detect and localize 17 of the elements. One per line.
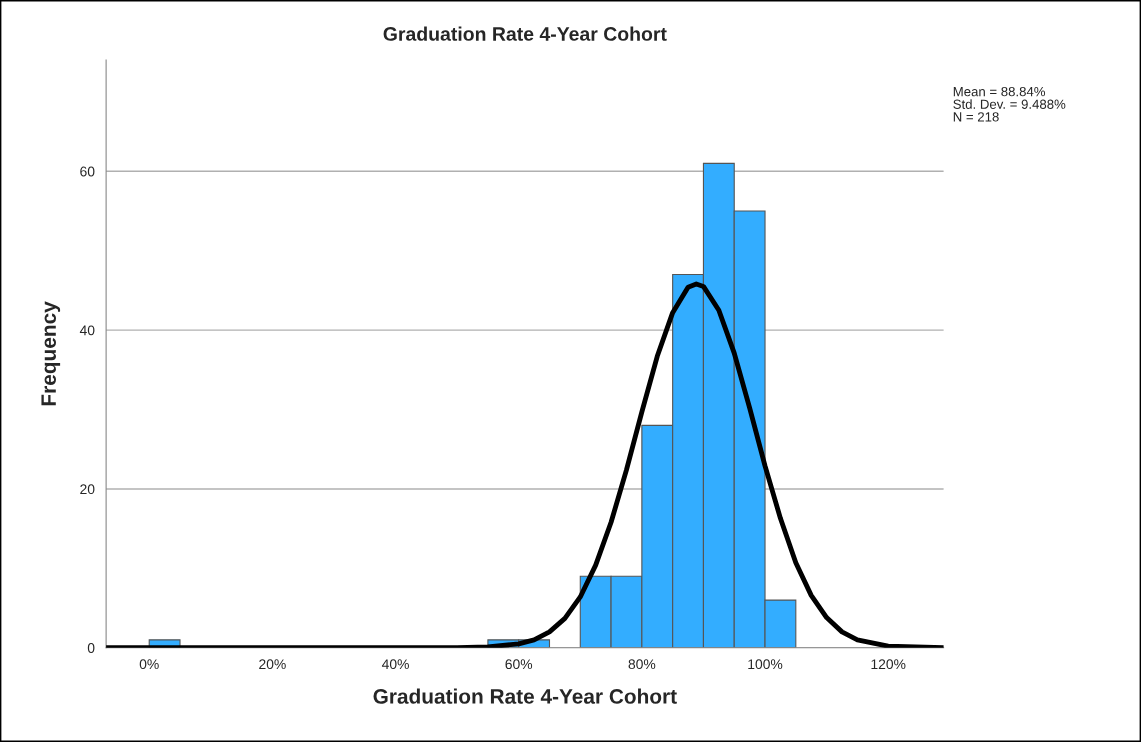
- x-axis-title: Graduation Rate 4-Year Cohort: [373, 688, 677, 704]
- text: Std. Dev. = 9.488%: [953, 99, 1066, 109]
- x-tick-label: 20%: [259, 659, 286, 670]
- x-tick-label: 120%: [871, 659, 906, 670]
- y-tick-label: 0: [87, 643, 95, 653]
- y-axis-title: Frequency: [41, 301, 61, 406]
- x-tick-label: 100%: [748, 659, 783, 670]
- y-tick-label: 60: [80, 166, 95, 177]
- x-tick-label: 40%: [381, 659, 409, 670]
- x-tick-label: 60%: [505, 659, 533, 670]
- text: N = 218: [953, 112, 999, 122]
- chart-title: Graduation Rate 4-Year Cohort: [383, 26, 667, 41]
- x-tick-label: 0%: [139, 659, 159, 670]
- y-tick-label: 20: [80, 484, 95, 495]
- y-tick-label: 40: [79, 325, 95, 336]
- text: Mean = 88.84%: [953, 86, 1046, 97]
- x-tick-label: 80%: [628, 659, 656, 670]
